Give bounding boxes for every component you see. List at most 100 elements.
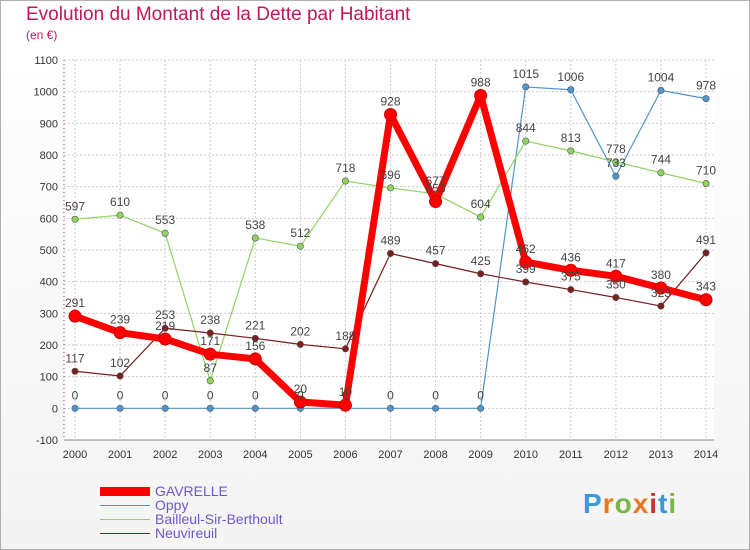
data-point [477,213,485,221]
y-tick-label: 900 [40,118,58,130]
data-point [161,324,169,332]
data-point [341,345,349,353]
data-label: 604 [471,197,491,211]
data-point [654,281,668,295]
proxiti-logo: Proxiti [583,488,677,520]
data-point [161,404,169,412]
data-label: 253 [155,308,175,322]
logo-letter: x [632,488,650,519]
x-tick-label: 2010 [513,449,537,461]
data-label: 188 [335,329,355,343]
data-point [248,352,262,366]
data-point [612,172,620,180]
x-tick-label: 2003 [198,449,222,461]
data-point [567,147,575,155]
data-point [386,404,394,412]
legend-label: Oppy [155,497,189,513]
data-label: 425 [471,254,491,268]
data-label: 291 [65,296,85,310]
data-point [296,242,304,250]
data-point [386,249,394,257]
data-point [113,326,127,340]
data-label: 733 [606,156,626,170]
data-label: 221 [245,318,265,332]
data-label: 844 [516,121,536,135]
data-label: 1006 [557,70,584,84]
logo-letter: i [649,488,659,519]
data-label: 156 [245,339,265,353]
data-point [203,347,217,361]
data-label: 375 [561,270,581,284]
data-point [702,95,710,103]
data-label: 0 [117,388,124,402]
data-label: 988 [471,75,491,89]
data-point [432,260,440,268]
x-tick-label: 2013 [649,449,673,461]
data-label: 87 [204,361,218,375]
data-label: 928 [380,94,400,108]
logo-letter: i [668,488,678,519]
data-label: 343 [696,280,716,294]
legend-item: Oppy [100,497,360,513]
y-tick-label: 800 [40,150,58,162]
data-point [206,404,214,412]
data-label: 239 [110,313,130,327]
data-point [116,211,124,219]
y-tick-label: 200 [40,340,58,352]
data-label: 0 [342,388,349,402]
data-point [702,180,710,188]
data-label: 399 [516,262,536,276]
data-point [296,340,304,348]
data-point [564,263,578,277]
legend-label: GAVRELLE [155,483,228,499]
data-point [206,329,214,337]
data-label: 491 [696,233,716,247]
x-tick-label: 2005 [288,449,312,461]
data-label: 653 [426,182,446,196]
x-tick-label: 2006 [333,449,357,461]
data-label: 436 [561,250,581,264]
y-tick-label: 1000 [34,87,58,99]
data-point [702,249,710,257]
data-label: 0 [207,388,214,402]
data-point [338,398,352,412]
legend-item: GAVRELLE [100,483,360,499]
data-point [567,286,575,294]
data-label: 677 [426,174,446,188]
data-point [477,404,485,412]
x-tick-label: 2000 [63,449,87,461]
data-point [293,395,307,409]
data-label: 778 [606,142,626,156]
data-label: 1004 [648,70,675,84]
data-point [116,372,124,380]
data-label: 553 [155,213,175,227]
data-point [567,86,575,94]
data-label: 744 [651,153,671,167]
data-label: 0 [477,388,484,402]
x-tick-label: 2011 [559,449,583,461]
data-label: 0 [252,388,259,402]
logo-letter: P [583,488,603,519]
data-point [699,293,713,307]
data-label: 350 [606,278,626,292]
x-tick-label: 2008 [423,449,447,461]
data-label: 102 [110,356,130,370]
data-point [71,404,79,412]
data-point [71,367,79,375]
data-label: 813 [561,131,581,145]
logo-letter: o [614,488,633,519]
x-tick-label: 2002 [153,449,177,461]
data-point [161,229,169,237]
x-tick-label: 2014 [694,449,718,461]
data-label: 0 [72,388,79,402]
y-tick-label: 300 [40,308,58,320]
data-label: 238 [200,313,220,327]
data-label: 171 [200,334,220,348]
data-label: 10 [339,385,353,399]
legend-swatch [100,519,150,520]
y-tick-label: -100 [36,435,58,447]
y-tick-label: 400 [40,277,58,289]
data-label: 489 [380,233,400,247]
data-label: 462 [516,242,536,256]
data-point [386,184,394,192]
